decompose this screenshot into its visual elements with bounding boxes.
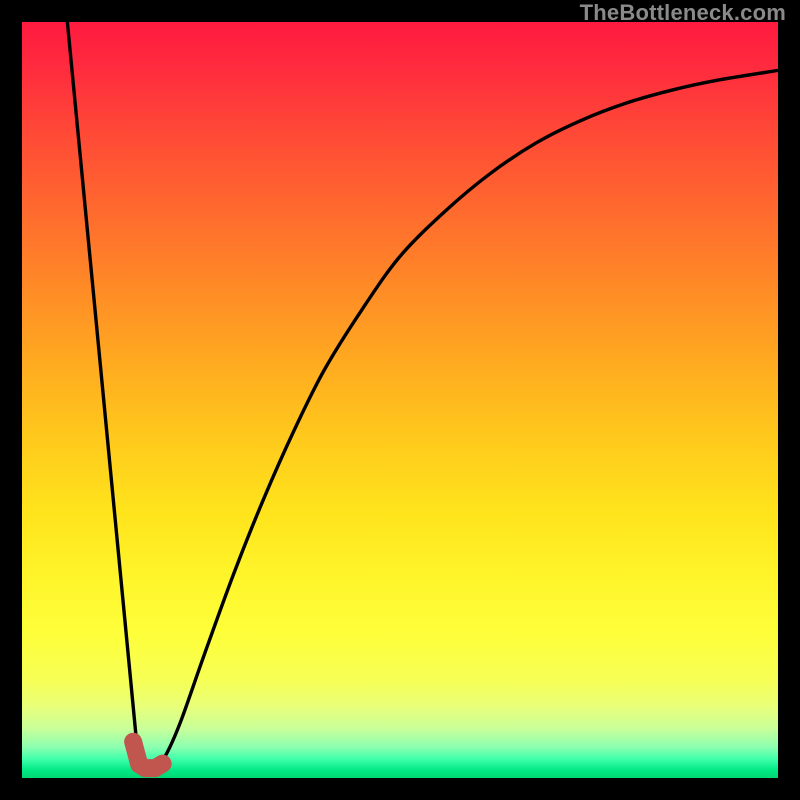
bottleneck-chart: [0, 0, 800, 800]
chart-canvas: { "chart": { "type": "line", "width": 80…: [0, 0, 800, 800]
watermark-text: TheBottleneck.com: [580, 0, 786, 26]
chart-plot-background: [22, 22, 778, 778]
